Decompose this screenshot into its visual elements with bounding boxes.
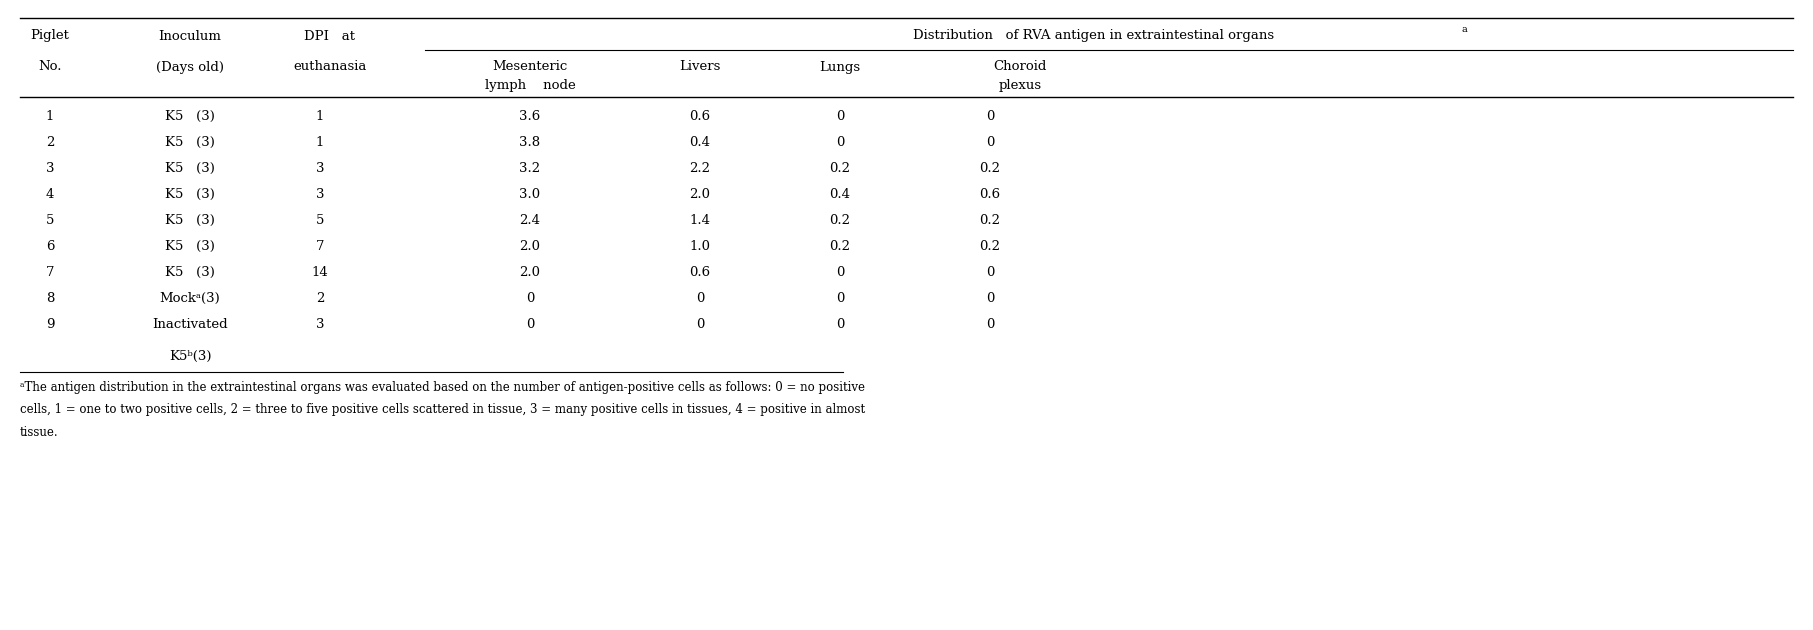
- Text: Piglet: Piglet: [31, 30, 69, 42]
- Text: Lungs: Lungs: [819, 60, 861, 74]
- Text: 0.2: 0.2: [979, 161, 1001, 175]
- Text: 2.0: 2.0: [689, 188, 711, 200]
- Text: Mockᵃ(3): Mockᵃ(3): [160, 292, 221, 304]
- Text: 2.2: 2.2: [689, 161, 711, 175]
- Text: 0: 0: [986, 318, 994, 331]
- Text: K5   (3): K5 (3): [165, 188, 216, 200]
- Text: 0: 0: [696, 318, 703, 331]
- Text: 1: 1: [315, 135, 325, 149]
- Text: 0: 0: [526, 318, 535, 331]
- Text: 0: 0: [986, 292, 994, 304]
- Text: Mesenteric: Mesenteric: [493, 60, 567, 74]
- Text: 0: 0: [526, 292, 535, 304]
- Text: 0: 0: [696, 292, 703, 304]
- Text: 5: 5: [45, 214, 54, 227]
- Text: 0.2: 0.2: [830, 214, 850, 227]
- Text: Inactivated: Inactivated: [152, 318, 228, 331]
- Text: 2.0: 2.0: [520, 239, 540, 253]
- Text: 0: 0: [986, 135, 994, 149]
- Text: 2.0: 2.0: [520, 265, 540, 278]
- Text: 1.0: 1.0: [689, 239, 711, 253]
- Text: 4: 4: [45, 188, 54, 200]
- Text: 0.2: 0.2: [979, 239, 1001, 253]
- Text: 3: 3: [45, 161, 54, 175]
- Text: 3.0: 3.0: [520, 188, 540, 200]
- Text: euthanasia: euthanasia: [294, 60, 366, 74]
- Text: 0.2: 0.2: [979, 214, 1001, 227]
- Text: DPI   at: DPI at: [305, 30, 355, 42]
- Text: 1.4: 1.4: [689, 214, 711, 227]
- Text: 8: 8: [45, 292, 54, 304]
- Text: Distribution   of RVA antigen in extraintestinal organs: Distribution of RVA antigen in extrainte…: [914, 30, 1275, 42]
- Text: tissue.: tissue.: [20, 425, 58, 438]
- Text: K5   (3): K5 (3): [165, 135, 216, 149]
- Text: 3: 3: [315, 188, 325, 200]
- Text: 3: 3: [315, 318, 325, 331]
- Text: 3.8: 3.8: [520, 135, 540, 149]
- Text: 3: 3: [315, 161, 325, 175]
- Text: K5ᵇ(3): K5ᵇ(3): [169, 350, 212, 362]
- Text: 0.6: 0.6: [979, 188, 1001, 200]
- Text: ᵃThe antigen distribution in the extraintestinal organs was evaluated based on t: ᵃThe antigen distribution in the extrain…: [20, 382, 865, 394]
- Text: 1: 1: [315, 110, 325, 122]
- Text: 0.4: 0.4: [689, 135, 711, 149]
- Text: 2: 2: [315, 292, 325, 304]
- Text: Inoculum: Inoculum: [158, 30, 221, 42]
- Text: K5   (3): K5 (3): [165, 161, 216, 175]
- Text: 2: 2: [45, 135, 54, 149]
- Text: 6: 6: [45, 239, 54, 253]
- Text: a: a: [1461, 25, 1467, 35]
- Text: 0.6: 0.6: [689, 110, 711, 122]
- Text: 0: 0: [836, 318, 845, 331]
- Text: 0.2: 0.2: [830, 161, 850, 175]
- Text: plexus: plexus: [999, 79, 1041, 91]
- Text: 3.6: 3.6: [519, 110, 540, 122]
- Text: 9: 9: [45, 318, 54, 331]
- Text: K5   (3): K5 (3): [165, 265, 216, 278]
- Text: 3.2: 3.2: [520, 161, 540, 175]
- Text: K5   (3): K5 (3): [165, 110, 216, 122]
- Text: 2.4: 2.4: [520, 214, 540, 227]
- Text: 0: 0: [836, 292, 845, 304]
- Text: Choroid: Choroid: [994, 60, 1046, 74]
- Text: 7: 7: [45, 265, 54, 278]
- Text: 1: 1: [45, 110, 54, 122]
- Text: 0.2: 0.2: [830, 239, 850, 253]
- Text: K5   (3): K5 (3): [165, 214, 216, 227]
- Text: 0.4: 0.4: [830, 188, 850, 200]
- Text: 0.6: 0.6: [689, 265, 711, 278]
- Text: 7: 7: [315, 239, 325, 253]
- Text: cells, 1 = one to two positive cells, 2 = three to five positive cells scattered: cells, 1 = one to two positive cells, 2 …: [20, 403, 865, 416]
- Text: (Days old): (Days old): [156, 60, 225, 74]
- Text: K5   (3): K5 (3): [165, 239, 216, 253]
- Text: 14: 14: [312, 265, 328, 278]
- Text: lymph    node: lymph node: [484, 79, 575, 91]
- Text: No.: No.: [38, 60, 62, 74]
- Text: 0: 0: [836, 135, 845, 149]
- Text: 0: 0: [986, 110, 994, 122]
- Text: 0: 0: [836, 110, 845, 122]
- Text: 0: 0: [836, 265, 845, 278]
- Text: 0: 0: [986, 265, 994, 278]
- Text: 5: 5: [315, 214, 325, 227]
- Text: Livers: Livers: [680, 60, 722, 74]
